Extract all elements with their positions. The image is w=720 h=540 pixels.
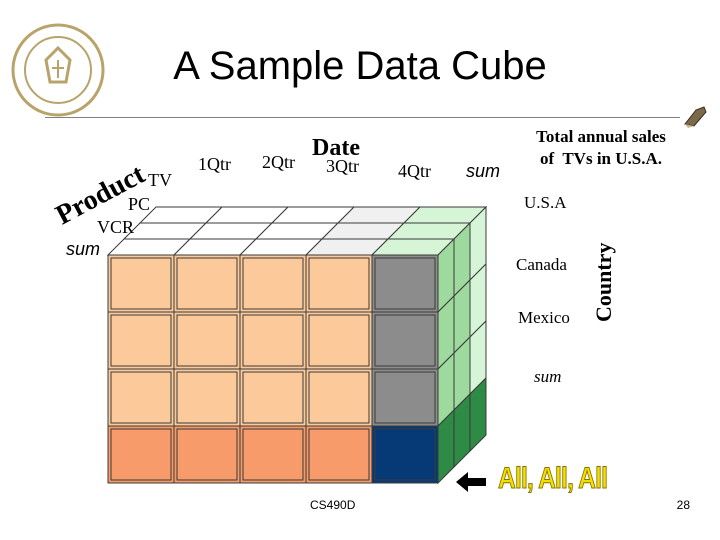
cube-front-inner — [110, 314, 172, 367]
footer-course: CS490D — [310, 498, 356, 512]
cube-front-inner — [374, 371, 436, 424]
country-axis-label: Country — [591, 243, 616, 322]
product-label-pc: PC — [128, 194, 150, 214]
country-label-canada: Canada — [516, 255, 567, 274]
date-label-2qtr: 2Qtr — [262, 152, 295, 172]
cube-front-inner — [110, 428, 172, 481]
cube-front-inner — [176, 257, 238, 310]
cube-front-inner — [176, 371, 238, 424]
cube-front-inner — [242, 257, 304, 310]
date-label-3qtr: 3Qtr — [326, 156, 359, 176]
cube-front-inner — [176, 314, 238, 367]
cube-front-inner — [242, 371, 304, 424]
product-label-sum: sum — [66, 239, 100, 259]
date-label-sum: sum — [466, 161, 500, 181]
page-number: 28 — [676, 498, 690, 512]
cube-front-inner — [308, 257, 370, 310]
date-axis-label: Date — [312, 135, 360, 161]
callout-total-sales: Total annual sales of TVs in U.S.A. — [536, 127, 666, 168]
country-label-usa: U.S.A — [524, 193, 567, 212]
cube-front-inner — [308, 428, 370, 481]
cube-front-inner — [242, 428, 304, 481]
date-label-4qtr: 4Qtr — [398, 161, 431, 181]
cube-front-inner — [308, 371, 370, 424]
product-label-tv: TV — [148, 170, 172, 190]
country-label-mexico: Mexico — [518, 308, 570, 327]
university-seal-logo — [11, 23, 105, 117]
cube-cells — [106, 205, 488, 485]
cube-front-inner — [308, 314, 370, 367]
cube-front-inner — [110, 257, 172, 310]
cube-front-inner — [242, 314, 304, 367]
date-label-1qtr: 1Qtr — [198, 154, 231, 174]
product-label-vcr: VCR — [97, 217, 134, 237]
title-divider — [45, 117, 680, 118]
cube-front-inner — [374, 314, 436, 367]
cube-front-inner — [176, 428, 238, 481]
slide-title: A Sample Data Cube — [173, 44, 547, 88]
all-all-all-label: All, All, All — [498, 462, 609, 496]
cube-front-inner — [374, 257, 436, 310]
cube-front-inner — [374, 428, 436, 481]
left-arrow-icon — [456, 472, 486, 492]
pen-icon — [684, 106, 707, 128]
country-label-sum: sum — [534, 367, 561, 386]
cube-front-inner — [110, 371, 172, 424]
